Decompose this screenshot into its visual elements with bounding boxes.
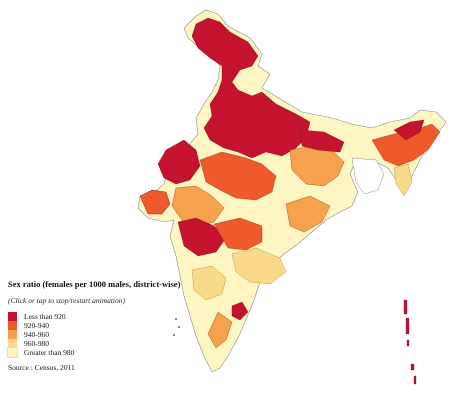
region-maharashtra-orange bbox=[213, 217, 263, 251]
region-kutch bbox=[139, 189, 171, 215]
legend-label: 940-960 bbox=[24, 330, 49, 339]
region-odisha bbox=[285, 195, 331, 233]
region-west-red bbox=[157, 139, 201, 185]
legend-swatch bbox=[8, 312, 17, 321]
legend-item: 920-940 bbox=[8, 321, 208, 330]
lakshadweep-islands bbox=[173, 318, 180, 336]
legend-swatch bbox=[7, 347, 18, 358]
andaman-nicobar-islands bbox=[403, 299, 417, 385]
legend-title: Sex ratio (females per 1000 males, distr… bbox=[8, 279, 181, 289]
legend-swatch bbox=[8, 339, 17, 348]
region-bihar-red bbox=[299, 129, 345, 153]
bangladesh-gap bbox=[351, 157, 385, 195]
legend-swatch bbox=[8, 330, 17, 339]
region-bangalore-red bbox=[231, 301, 249, 321]
source-note: Source : Census, 2011 bbox=[8, 363, 75, 372]
legend-label: Less than 920 bbox=[24, 312, 66, 321]
region-tn bbox=[207, 311, 233, 349]
region-north-red bbox=[191, 17, 311, 159]
legend-item: 960-980 bbox=[8, 339, 208, 348]
region-ne-red bbox=[393, 119, 425, 141]
region-central-orange bbox=[199, 151, 277, 201]
legend-items: Less than 920 920-940 940-960 960-980 Gr… bbox=[7, 312, 208, 358]
legend-item: 940-960 bbox=[8, 330, 208, 339]
map-legend: Sex ratio (females per 1000 males, distr… bbox=[7, 279, 208, 372]
legend-label: Greater than 980 bbox=[24, 348, 75, 357]
region-mp-light bbox=[171, 185, 225, 227]
region-deccan-yellow bbox=[231, 247, 287, 285]
legend-swatch bbox=[8, 321, 17, 330]
legend-label: 920-940 bbox=[24, 321, 49, 330]
region-maharashtra-red bbox=[177, 217, 227, 257]
region-ne-yellow bbox=[393, 163, 413, 197]
region-karnataka bbox=[191, 265, 227, 301]
legend-item: Less than 920 bbox=[8, 312, 208, 321]
legend-label: 960-980 bbox=[24, 339, 49, 348]
animation-toggle-hint[interactable]: (Click or tap to stop/restart animation) bbox=[8, 296, 126, 305]
legend-item: Greater than 980 bbox=[7, 347, 208, 358]
